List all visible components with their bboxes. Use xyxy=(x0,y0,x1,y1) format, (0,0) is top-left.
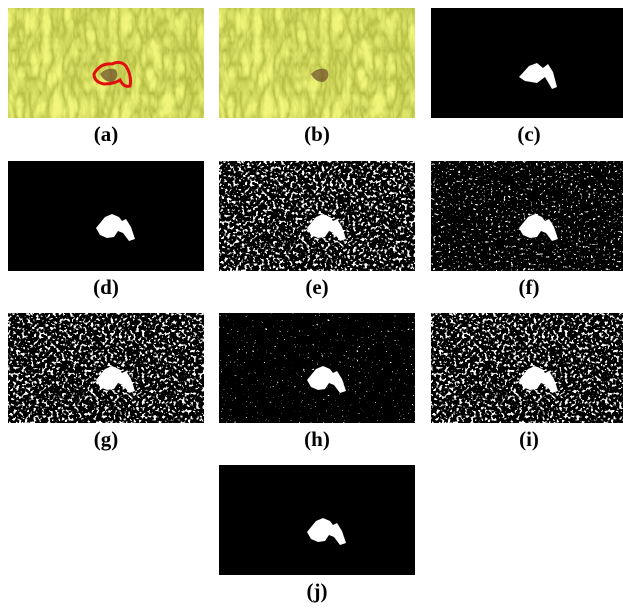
panel-image xyxy=(219,465,415,575)
panel-label: (e) xyxy=(305,275,328,299)
panel xyxy=(219,161,415,271)
panel xyxy=(431,8,623,118)
panel xyxy=(431,313,623,423)
noise xyxy=(431,313,623,423)
panel-label: (g) xyxy=(94,427,119,451)
panel-image-texture xyxy=(219,8,415,118)
panel xyxy=(8,8,204,118)
panel xyxy=(219,8,415,118)
panel xyxy=(219,313,415,423)
panel xyxy=(8,313,204,423)
panel-label: (a) xyxy=(94,122,119,146)
noise xyxy=(431,161,623,271)
figure: (a) (b) (c) (d) (e) (f) (g) (h) (i) (j) xyxy=(0,0,623,609)
panel-label: (h) xyxy=(304,427,330,451)
panel-label: (j) xyxy=(307,579,328,603)
panel-label: (d) xyxy=(93,275,119,299)
panel-label: (f) xyxy=(519,275,540,299)
noise xyxy=(219,161,415,271)
panel-label: (b) xyxy=(304,122,330,146)
panel-image xyxy=(8,161,204,271)
panel-label: (c) xyxy=(517,122,540,146)
panel xyxy=(431,161,623,271)
noise xyxy=(8,313,204,423)
noise xyxy=(219,313,415,423)
panel xyxy=(8,161,204,271)
panel xyxy=(219,465,415,575)
panel-image xyxy=(431,8,623,118)
panel-label: (i) xyxy=(519,427,539,451)
